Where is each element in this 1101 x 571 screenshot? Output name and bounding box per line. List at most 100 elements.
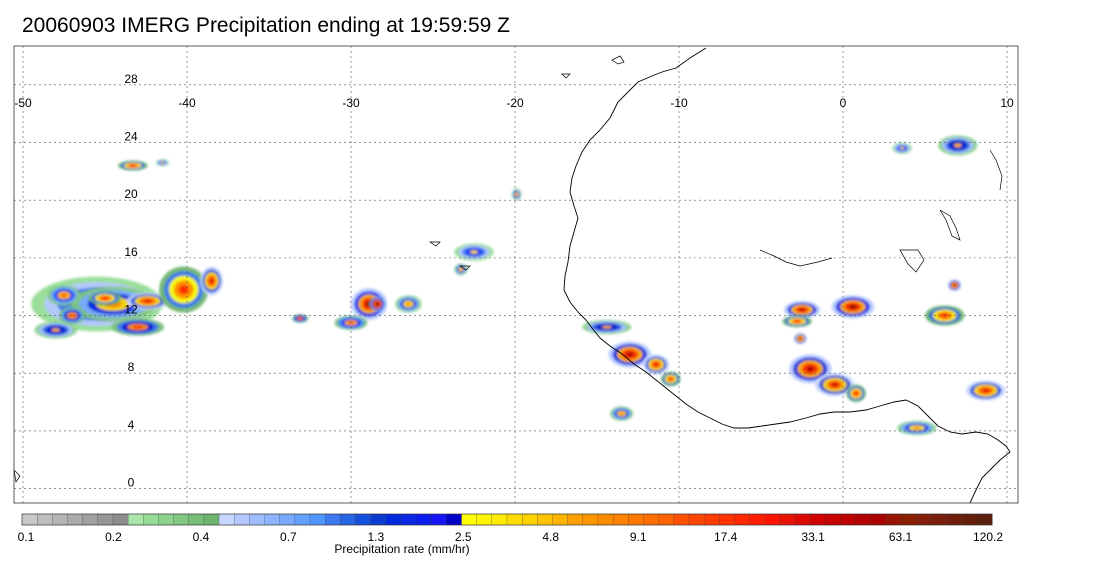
colorbar-swatch (431, 513, 447, 526)
colorbar-swatch (37, 513, 53, 526)
latitude-label: 20 (124, 187, 138, 201)
colorbar-swatch (643, 513, 660, 526)
colorbar-swatch (552, 513, 569, 526)
colorbar-tick-label: 17.4 (714, 530, 738, 544)
colorbar-swatch (764, 513, 781, 526)
precip-cell (831, 295, 875, 319)
island-outline (458, 265, 471, 271)
colorbar-swatch (188, 513, 205, 526)
colorbar-tick-label: 1.3 (367, 530, 384, 544)
colorbar-swatch (127, 513, 144, 526)
river-outline (989, 149, 1003, 191)
precip-cell (793, 332, 807, 345)
precip-cell (111, 318, 165, 336)
colorbar-swatch (67, 513, 84, 526)
colorbar-swatch (173, 513, 190, 526)
latitude-labels: 28 24 20 16 12 8 4 0 (124, 72, 138, 490)
colorbar-swatch (885, 513, 902, 526)
colorbar-swatch (234, 513, 250, 526)
colorbar-swatch (900, 513, 917, 526)
colorbar-swatch (582, 513, 599, 526)
colorbar-swatch (719, 513, 735, 526)
precip-cell (788, 354, 832, 384)
colorbar-swatch (916, 513, 932, 526)
colorbar-swatch (794, 513, 811, 526)
precip-cell (608, 341, 652, 368)
colorbar-tick-label: 0.1 (18, 530, 35, 544)
longitude-label: -50 (14, 96, 32, 110)
colorbar-swatch (840, 513, 857, 526)
colorbar-swatch (931, 513, 947, 526)
precip-cell (947, 279, 962, 292)
colorbar-swatch (112, 513, 129, 526)
coastline-path (563, 47, 1011, 503)
colorbar-tick-label: 0.7 (280, 530, 297, 544)
colorbar-swatch (415, 513, 432, 526)
colorbar-swatch (491, 513, 508, 526)
precip-cell (892, 142, 912, 155)
colorbar-tick-label: 63.1 (889, 530, 913, 544)
precip-cell (783, 301, 821, 319)
colorbar-swatch (537, 513, 553, 526)
longitude-label: 10 (1000, 96, 1014, 110)
latitude-label: 28 (124, 72, 138, 86)
colorbar-tick-label: 0.2 (105, 530, 122, 544)
precip-cell (454, 243, 494, 261)
precip-cell (126, 292, 169, 310)
precip-cell (610, 406, 634, 421)
colorbar: 0.1 0.2 0.4 0.7 1.3 2.5 4.8 9.1 17.4 33.1 63.1 120.… (18, 513, 1003, 544)
colorbar-swatch (218, 513, 235, 526)
colorbar-swatch (279, 513, 296, 526)
precip-cell (582, 319, 632, 335)
colorbar-swatch (21, 513, 38, 526)
precip-cell (369, 296, 386, 312)
colorbar-swatch (370, 513, 387, 526)
precip-cell (88, 291, 122, 306)
colorbar-swatch (340, 513, 356, 526)
colorbar-swatch (628, 513, 644, 526)
colorbar-swatch (870, 513, 887, 526)
precip-cell (846, 384, 866, 403)
lat-lon-grid (14, 46, 1018, 503)
colorbar-swatch (446, 513, 462, 526)
latitude-label: 12 (124, 303, 138, 317)
precip-cell (782, 315, 812, 328)
colorbar-tick-label: 33.1 (801, 530, 825, 544)
colorbar-swatch (522, 513, 538, 526)
lake-outline (939, 209, 961, 241)
colorbar-tick-label: 4.8 (542, 530, 559, 544)
precip-cell (642, 354, 670, 375)
colorbar-tick-label: 0.4 (193, 530, 210, 544)
latitude-label: 24 (124, 130, 138, 144)
precip-cell (118, 160, 148, 171)
colorbar-swatch (355, 513, 372, 526)
colorbar-swatch (688, 513, 705, 526)
island-outline (428, 241, 441, 247)
longitude-label: -20 (506, 96, 524, 110)
map-frame (13, 45, 1019, 504)
colorbar-swatch (658, 513, 675, 526)
precip-cell (511, 188, 522, 201)
colorbar-swatch (97, 513, 114, 526)
colorbar-tick-label: 2.5 (455, 530, 472, 544)
colorbar-swatch (249, 513, 265, 526)
colorbar-swatch (52, 513, 68, 526)
latitude-label: 0 (128, 476, 135, 490)
longitude-label: -40 (178, 96, 196, 110)
colorbar-swatch (567, 513, 584, 526)
precipitation-layer (31, 135, 1006, 436)
colorbar-swatch (158, 513, 175, 526)
colorbar-swatch (703, 513, 720, 526)
colorbar-tick-label: 120.2 (973, 530, 1003, 544)
precip-cell (155, 159, 169, 167)
island-outline (14, 469, 21, 483)
colorbar-tick-label: 9.1 (630, 530, 647, 544)
colorbar-swatch (82, 513, 99, 526)
colorbar-swatch (961, 513, 978, 526)
map-title: 20060903 IMERG Precipitation ending at 1… (22, 14, 510, 37)
colorbar-swatch (779, 513, 796, 526)
colorbar-swatch (461, 513, 478, 526)
latitude-label: 8 (128, 360, 135, 374)
island-outline (561, 73, 571, 79)
